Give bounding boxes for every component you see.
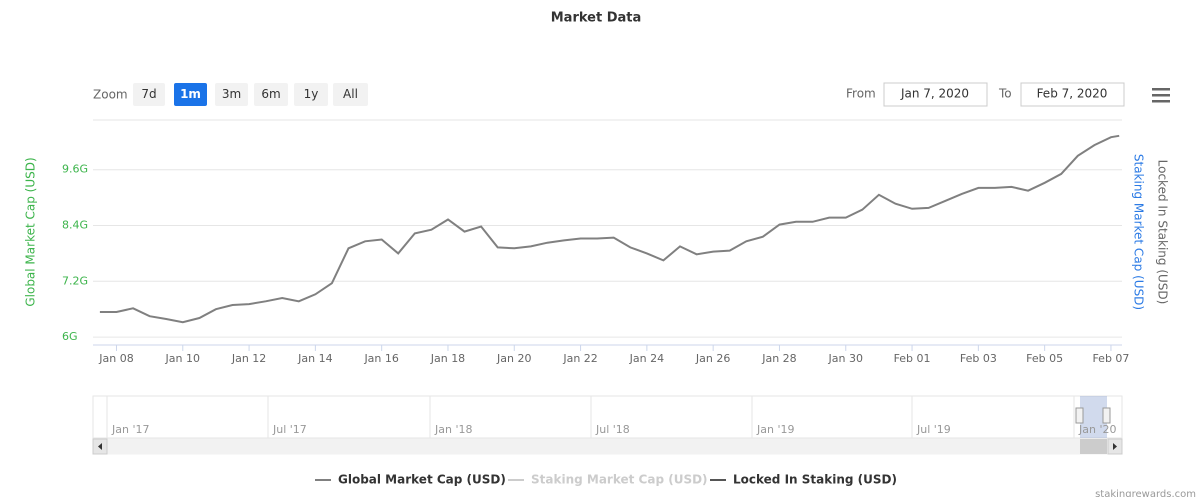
zoom-button[interactable] — [215, 83, 248, 106]
arrow-left — [98, 443, 102, 450]
x-tick-label: Jan 08 — [98, 352, 133, 365]
x-tick-label: Jan 28 — [761, 352, 796, 365]
x-tick-label: Jan 10 — [165, 352, 200, 365]
menu-bar — [1152, 88, 1170, 91]
x-tick-label: Jan 16 — [363, 352, 398, 365]
x-tick-label: Jan 18 — [430, 352, 465, 365]
navigator-label: Jan '19 — [756, 423, 794, 436]
zoom-button[interactable] — [294, 83, 328, 106]
series-line — [99, 134, 1120, 324]
legend-label[interactable]: Locked In Staking (USD) — [733, 473, 897, 487]
x-tick-label: Jan 30 — [828, 352, 863, 365]
legend-label[interactable]: Global Market Cap (USD) — [338, 473, 506, 487]
navigator-label: Jul '18 — [595, 423, 630, 436]
navigator-label: Jan '20 — [1078, 423, 1116, 436]
zoom-button[interactable] — [133, 83, 165, 106]
from-value[interactable]: Jan 7, 2020 — [900, 87, 969, 101]
x-tick-label: Feb 07 — [1092, 352, 1129, 365]
scrollbar-thumb[interactable] — [1080, 439, 1107, 454]
y-tick-label: 9.6G — [62, 163, 88, 176]
to-label: To — [998, 87, 1012, 101]
menu-bar — [1152, 100, 1170, 103]
watermark: stakingrewards.com — [1095, 489, 1196, 497]
to-input[interactable] — [1020, 82, 1125, 107]
chart-title: Market Data — [551, 11, 642, 26]
navigator-label: Jul '17 — [272, 423, 307, 436]
zoom-button-label[interactable]: 1m — [180, 87, 201, 101]
zoom-button-label[interactable]: 1y — [304, 87, 319, 101]
y-axis-title: Global Market Cap (USD) — [24, 157, 38, 306]
y2-axis-title: Staking Market Cap (USD) — [1132, 154, 1146, 310]
x-tick-label: Feb 05 — [1026, 352, 1063, 365]
x-tick-label: Feb 01 — [894, 352, 931, 365]
from-input[interactable] — [883, 82, 988, 107]
zoom-button[interactable] — [254, 83, 288, 106]
zoom-button-label[interactable]: 3m — [222, 87, 241, 101]
y-tick-label: 6G — [62, 330, 78, 343]
navigator-label: Jan '18 — [434, 423, 472, 436]
menu-bar — [1152, 94, 1170, 97]
menu-button[interactable] — [1152, 88, 1170, 103]
y-tick-label: 8.4G — [62, 219, 88, 232]
navigator-label: Jan '17 — [111, 423, 149, 436]
legend-label[interactable]: Staking Market Cap (USD) — [531, 473, 708, 487]
from-label: From — [846, 87, 876, 101]
to-value[interactable]: Feb 7, 2020 — [1037, 87, 1108, 101]
zoom-button[interactable] — [174, 83, 207, 106]
navigator[interactable] — [92, 395, 1123, 439]
x-tick-label: Feb 03 — [960, 352, 997, 365]
y2-axis-title: Locked In Staking (USD) — [1156, 160, 1170, 305]
zoom-button[interactable] — [333, 83, 368, 106]
arrow-right — [1113, 443, 1117, 450]
x-tick-label: Jan 24 — [629, 352, 664, 365]
navigator-label: Jul '19 — [916, 423, 951, 436]
navigator-handle[interactable] — [1075, 407, 1084, 424]
navigator-handle[interactable] — [1102, 407, 1111, 424]
x-tick-label: Jan 26 — [695, 352, 730, 365]
zoom-button-label[interactable]: 6m — [261, 87, 280, 101]
zoom-button-label[interactable]: 7d — [141, 87, 156, 101]
x-tick-label: Jan 22 — [562, 352, 597, 365]
scrollbar-track[interactable] — [92, 438, 1123, 455]
zoom-label: Zoom — [93, 88, 128, 102]
x-tick-label: Jan 20 — [496, 352, 531, 365]
zoom-button-label[interactable]: All — [343, 87, 358, 101]
y-tick-label: 7.2G — [62, 274, 88, 287]
x-tick-label: Jan 12 — [231, 352, 266, 365]
x-tick-label: Jan 14 — [297, 352, 332, 365]
